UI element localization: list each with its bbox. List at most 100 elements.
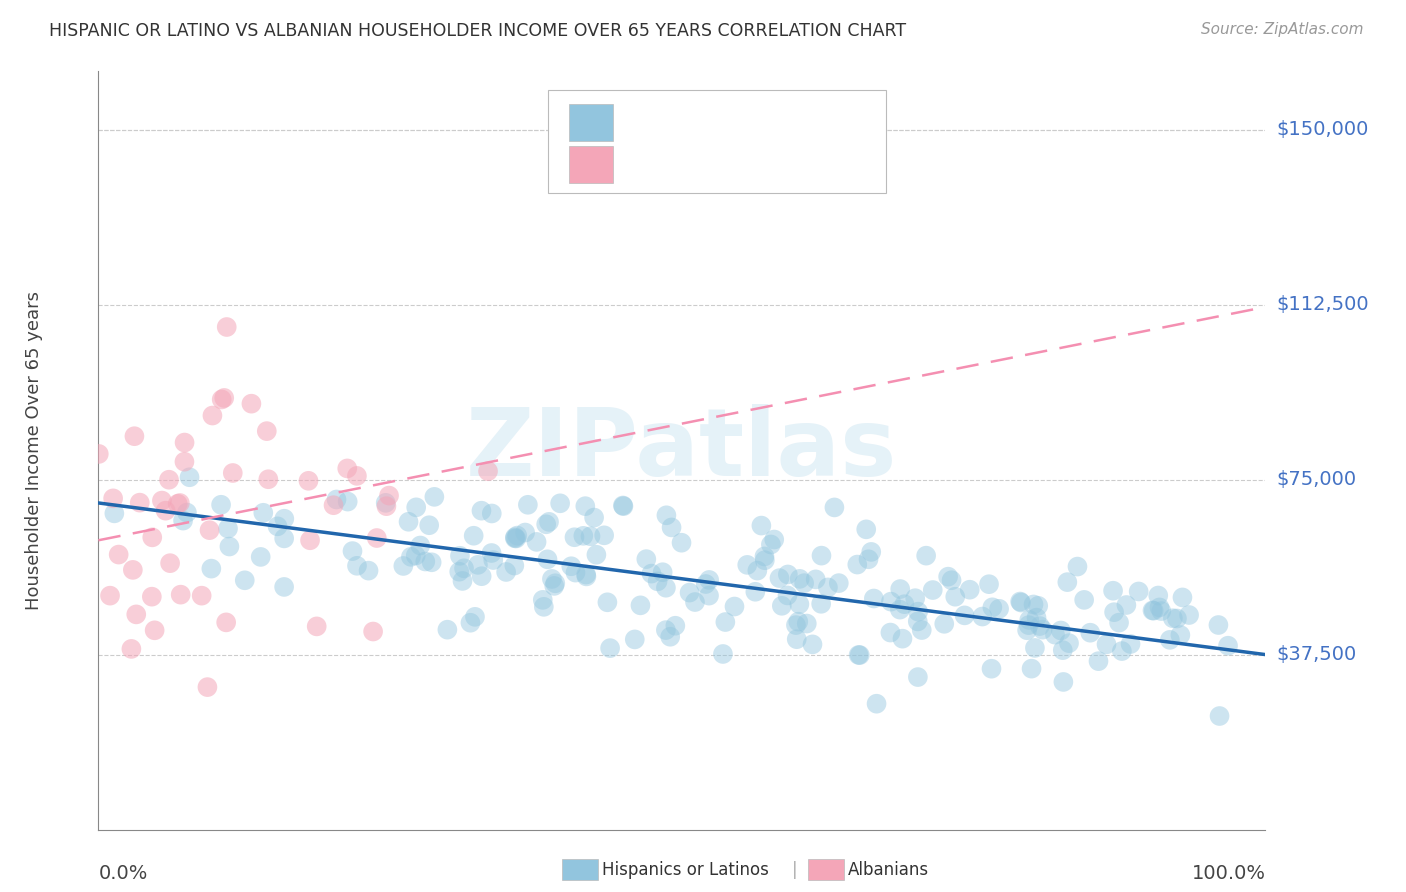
- Point: [1021, 662, 1043, 676]
- Point: [697, 573, 720, 587]
- Point: [398, 515, 420, 529]
- Point: [482, 553, 505, 567]
- Point: [125, 607, 148, 622]
- Point: [770, 599, 793, 613]
- Point: [211, 392, 233, 407]
- Point: [336, 461, 359, 475]
- Point: [378, 489, 401, 503]
- Point: [880, 594, 903, 608]
- Point: [1087, 654, 1109, 668]
- Point: [763, 533, 786, 547]
- Point: [1142, 603, 1164, 617]
- Point: [464, 610, 486, 624]
- Point: [342, 544, 364, 558]
- Point: [828, 576, 851, 591]
- Point: [537, 515, 560, 529]
- Point: [150, 493, 173, 508]
- Point: [451, 574, 474, 588]
- Point: [934, 616, 956, 631]
- Point: [865, 697, 887, 711]
- Point: [564, 530, 586, 544]
- Point: [516, 498, 538, 512]
- Point: [1057, 636, 1080, 650]
- Point: [405, 549, 427, 563]
- Point: [846, 558, 869, 572]
- Point: [256, 424, 278, 438]
- Point: [980, 662, 1002, 676]
- Point: [273, 532, 295, 546]
- Point: [107, 548, 129, 562]
- Point: [495, 565, 517, 579]
- Point: [166, 497, 188, 511]
- Point: [972, 609, 994, 624]
- Text: HISPANIC OR LATINO VS ALBANIAN HOUSEHOLDER INCOME OVER 65 YEARS CORRELATION CHAR: HISPANIC OR LATINO VS ALBANIAN HOUSEHOLD…: [49, 22, 907, 40]
- Point: [449, 565, 471, 579]
- Point: [413, 554, 436, 568]
- Point: [786, 632, 808, 647]
- Point: [1102, 583, 1125, 598]
- Point: [863, 591, 886, 606]
- Point: [505, 532, 527, 546]
- Point: [157, 473, 180, 487]
- Point: [143, 624, 166, 638]
- Point: [233, 574, 256, 588]
- Point: [1149, 600, 1171, 615]
- Point: [215, 615, 238, 630]
- Point: [179, 470, 201, 484]
- Point: [907, 670, 929, 684]
- Point: [218, 540, 240, 554]
- Point: [575, 569, 598, 583]
- Point: [141, 590, 163, 604]
- Point: [640, 566, 662, 581]
- Point: [1025, 610, 1047, 624]
- Point: [1178, 607, 1201, 622]
- Point: [544, 576, 567, 591]
- Point: [583, 510, 606, 524]
- Point: [785, 618, 807, 632]
- Text: R = -0.846    N = 201: R = -0.846 N = 201: [634, 112, 837, 130]
- Point: [534, 517, 557, 532]
- Point: [215, 320, 238, 334]
- Point: [1128, 584, 1150, 599]
- Point: [222, 466, 245, 480]
- Point: [723, 599, 745, 614]
- Point: [988, 602, 1011, 616]
- Point: [1043, 628, 1066, 642]
- Point: [744, 584, 766, 599]
- Point: [1056, 575, 1078, 590]
- Point: [1050, 624, 1073, 638]
- Point: [1018, 613, 1040, 627]
- Point: [141, 530, 163, 544]
- Point: [817, 581, 839, 595]
- Point: [418, 518, 440, 533]
- Point: [533, 599, 555, 614]
- Text: Householder Income Over 65 years: Householder Income Over 65 years: [25, 291, 44, 610]
- Point: [1078, 625, 1101, 640]
- Point: [190, 589, 212, 603]
- Point: [305, 619, 328, 633]
- Point: [200, 561, 222, 575]
- Point: [346, 558, 368, 573]
- Point: [503, 530, 526, 544]
- Point: [1029, 619, 1052, 633]
- Point: [907, 605, 929, 619]
- Point: [754, 553, 776, 567]
- Point: [793, 576, 815, 591]
- Point: [1066, 559, 1088, 574]
- Point: [977, 577, 1000, 591]
- Point: [735, 558, 758, 572]
- Text: $75,000: $75,000: [1277, 470, 1357, 489]
- Point: [678, 585, 700, 599]
- Point: [124, 429, 146, 443]
- Point: [655, 623, 678, 637]
- Point: [796, 616, 818, 631]
- Point: [467, 558, 489, 572]
- Point: [959, 582, 981, 597]
- Point: [374, 496, 396, 510]
- Point: [1143, 604, 1166, 618]
- Point: [889, 582, 911, 596]
- Point: [754, 549, 776, 564]
- Point: [409, 539, 432, 553]
- Point: [273, 512, 295, 526]
- Point: [209, 498, 232, 512]
